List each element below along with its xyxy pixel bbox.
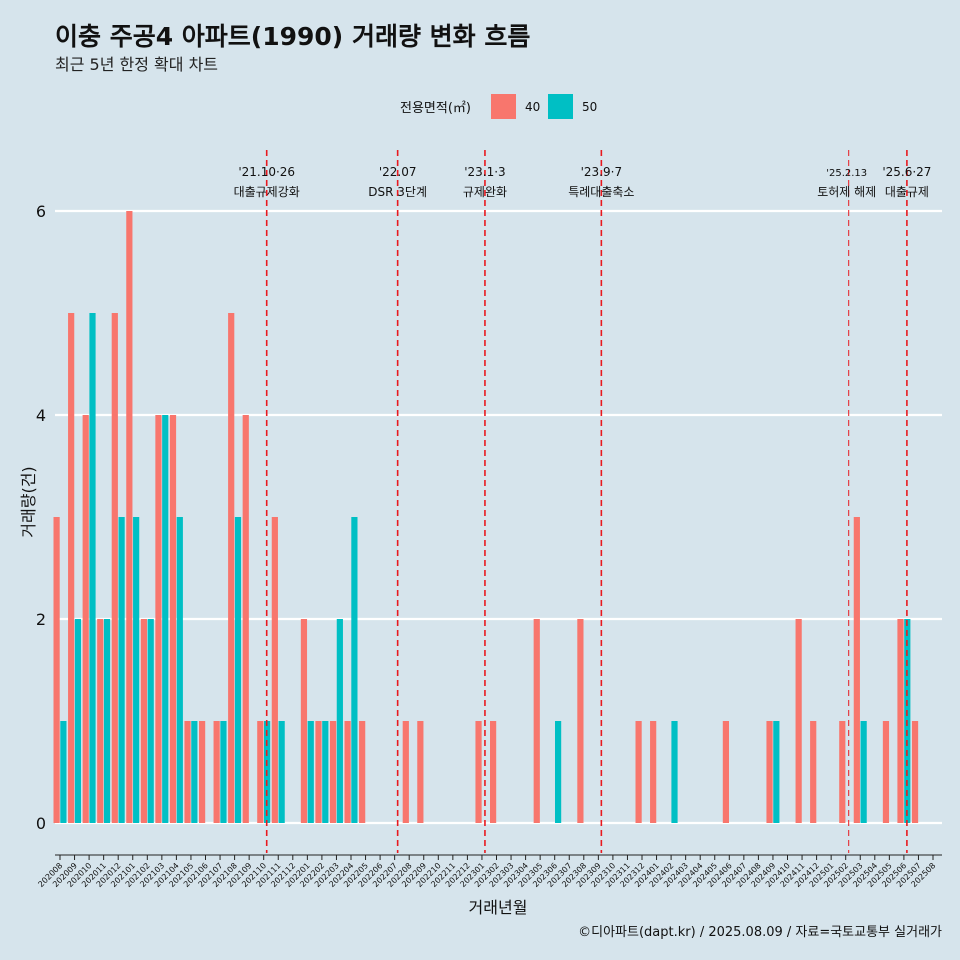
bar-40-202503 <box>853 517 860 823</box>
bar-40-202101 <box>126 211 133 823</box>
chart-title: 이충 주공4 아파트(1990) 거래량 변화 흐름 <box>55 22 530 51</box>
bar-40-202107 <box>213 721 220 823</box>
event-label: 대출규제강화 <box>234 185 300 199</box>
bar-40-202012 <box>111 313 118 823</box>
bar-40-202506 <box>897 619 904 823</box>
bar-40-202507 <box>911 721 919 823</box>
grid-lines <box>55 209 942 825</box>
event-date: '25.2.13 <box>826 168 867 179</box>
bar-50-202102 <box>147 619 154 823</box>
bar-50-202402 <box>671 721 678 823</box>
bar-40-202301 <box>475 721 482 823</box>
bar-50-202105 <box>191 721 198 823</box>
bar-40-202010 <box>82 415 89 823</box>
bar-40-202205 <box>359 721 366 823</box>
bar-40-202209 <box>417 721 424 823</box>
legend-label-40: 40 <box>525 100 540 114</box>
bar-50-202107 <box>220 721 227 823</box>
y-tick-label: 4 <box>36 406 46 425</box>
caption: ©디아파트(dapt.kr) / 2025.08.09 / 자료=국토교통부 실… <box>578 925 942 940</box>
bar-40-202201 <box>300 619 308 823</box>
event-lines: '21.10·26 대출규제강화 '22.07 DSR 3단계 '23.1·3 규제완화 '… <box>234 150 931 853</box>
y-axis-title: 거래량(건) <box>19 466 38 537</box>
bar-40-202412 <box>810 721 817 823</box>
bar-50-202503 <box>860 721 867 823</box>
legend-title: 전용면적(㎡) <box>400 101 471 116</box>
bar-50-202201 <box>307 721 314 823</box>
bar-40-202204 <box>344 721 351 823</box>
bar-50-202010 <box>89 313 96 823</box>
bar-40-202111 <box>271 517 278 823</box>
y-axis-ticks: 0 2 4 6 <box>36 202 46 833</box>
bar-50-202009 <box>74 619 82 823</box>
bar-40-202102 <box>140 619 147 823</box>
bar-50-202409 <box>773 721 780 823</box>
event-label: 토허제 해제 <box>817 185 876 199</box>
bar-40-202406 <box>722 721 729 823</box>
bar-50-202008 <box>60 721 67 823</box>
bar-40-202505 <box>882 721 890 823</box>
y-tick-label: 2 <box>36 610 46 629</box>
bar-40-202312 <box>635 721 642 823</box>
bar-40-202302 <box>490 721 497 823</box>
bar-50-202306 <box>555 721 562 823</box>
bar-40-202104 <box>169 415 177 823</box>
event-label: DSR 3단계 <box>368 185 427 199</box>
y-tick-label: 0 <box>36 814 46 833</box>
bar-40-202308 <box>577 619 584 823</box>
legend-swatch-50 <box>548 94 573 119</box>
bar-40-202203 <box>329 721 337 823</box>
bar-50-202012 <box>118 517 125 823</box>
event-date: '23.1·3 <box>464 165 505 179</box>
bar-50-202103 <box>162 415 169 823</box>
bars <box>53 211 919 823</box>
bar-40-202109 <box>242 415 249 823</box>
legend-swatch-40 <box>491 94 516 119</box>
event-label: 규제완화 <box>463 185 507 199</box>
x-axis: 2020082020092020102020112020122021012021… <box>36 854 942 889</box>
bar-40-202008 <box>53 517 60 823</box>
bar-50-202111 <box>278 721 285 823</box>
legend: 전용면적(㎡) 40 50 <box>400 94 597 119</box>
bar-50-202203 <box>336 619 343 823</box>
event-date: '25.6·27 <box>882 165 931 179</box>
bar-40-202103 <box>155 415 162 823</box>
bar-50-202108 <box>234 517 242 823</box>
bar-50-202101 <box>133 517 140 823</box>
bar-40-202502 <box>839 721 846 823</box>
bar-40-202305 <box>533 619 540 823</box>
event-date: '21.10·26 <box>238 165 295 179</box>
event-label: 특례대출축소 <box>568 185 634 199</box>
bar-40-202105 <box>184 721 191 823</box>
event-label: 대출규제 <box>885 185 929 199</box>
bar-50-202011 <box>103 619 111 823</box>
bar-40-202110 <box>257 721 264 823</box>
x-axis-title: 거래년월 <box>469 898 528 917</box>
chart-subtitle: 최근 5년 한정 확대 차트 <box>55 55 218 74</box>
bar-40-202011 <box>97 619 104 823</box>
bar-50-202104 <box>176 517 183 823</box>
legend-label-50: 50 <box>582 100 597 114</box>
bar-40-202009 <box>68 313 75 823</box>
bar-50-202204 <box>351 517 358 823</box>
bar-40-202401 <box>650 721 657 823</box>
event-date: '22.07 <box>379 165 417 179</box>
bar-40-202208 <box>402 721 409 823</box>
bar-40-202108 <box>228 313 235 823</box>
bar-50-202202 <box>322 721 329 823</box>
event-date: '23.9·7 <box>581 165 622 179</box>
bar-40-202411 <box>795 619 802 823</box>
y-tick-label: 6 <box>36 202 46 221</box>
bar-40-202202 <box>315 721 322 823</box>
bar-40-202409 <box>766 721 773 823</box>
bar-40-202106 <box>199 721 206 823</box>
